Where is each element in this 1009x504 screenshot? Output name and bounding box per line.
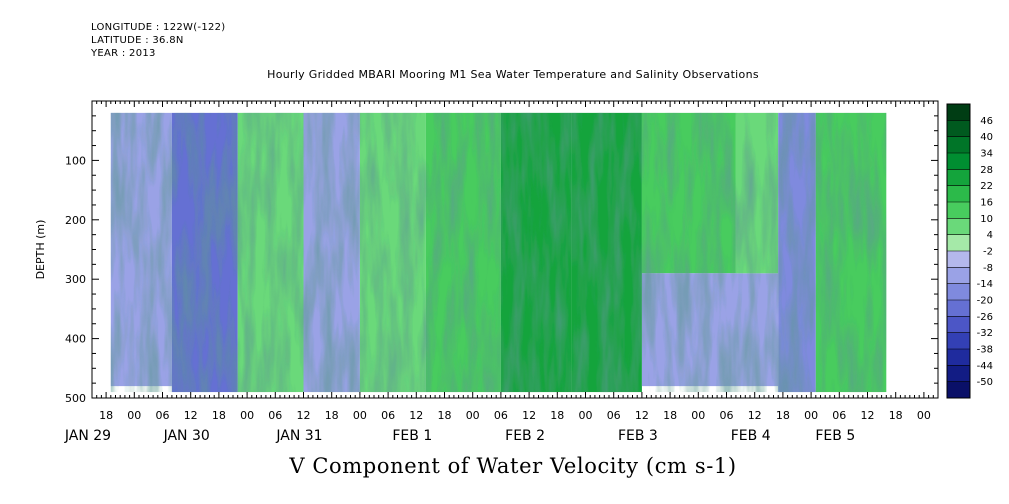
colorbar-swatch: [947, 381, 970, 399]
year-label: YEAR : 2013: [91, 48, 156, 59]
colorbar-label: -20: [977, 296, 993, 307]
x-hour-label: 18: [325, 409, 339, 422]
colorbar-swatch: [947, 349, 970, 366]
colorbar-swatch: [947, 202, 970, 219]
colorbar-label: -14: [977, 279, 993, 290]
x-axis-title: V Component of Water Velocity (cm s-1): [289, 454, 737, 478]
x-hour-label: 06: [381, 409, 395, 422]
x-date-label: JAN 31: [275, 428, 322, 444]
x-date-label: FEB 3: [618, 428, 658, 444]
colorbar-label: -26: [977, 312, 993, 323]
colorbar-label: 34: [980, 149, 993, 160]
x-hour-label: 00: [127, 409, 141, 422]
colorbar-label: -44: [977, 361, 993, 372]
colorbar-label: 10: [980, 214, 993, 225]
x-hour-label: 00: [466, 409, 480, 422]
colorbar-swatch: [947, 365, 970, 383]
x-hour-label: 06: [494, 409, 508, 422]
x-hour-label: 06: [268, 409, 282, 422]
colorbar-label: -2: [983, 247, 993, 258]
colorbar-label: 4: [987, 230, 993, 241]
x-hour-label: 12: [635, 409, 649, 422]
x-hour-label: 12: [297, 409, 311, 422]
x-hour-label: 18: [889, 409, 903, 422]
colorbar-swatch: [947, 185, 970, 203]
colorbar-swatch: [947, 251, 970, 268]
x-date-label: FEB 5: [815, 428, 855, 444]
x-hour-label: 18: [438, 409, 452, 422]
x-hour-label: 12: [861, 409, 875, 422]
chart-title: Hourly Gridded MBARI Mooring M1 Sea Wate…: [267, 68, 759, 81]
colorbar-swatch: [947, 234, 970, 252]
x-hour-label: 18: [776, 409, 790, 422]
colorbar-label: -50: [977, 377, 993, 388]
texture-blue: [110, 112, 887, 393]
x-hour-label: 06: [832, 409, 846, 422]
colorbar-label: 28: [980, 165, 993, 176]
x-hour-label: 12: [409, 409, 423, 422]
x-date-label: JAN 29: [64, 428, 111, 444]
x-hour-label: 00: [240, 409, 254, 422]
y-tick-label: 500: [65, 392, 86, 405]
colorbar-label: -32: [977, 328, 993, 339]
x-hour-label: 12: [522, 409, 536, 422]
colorbar-swatch: [947, 332, 970, 350]
x-hour-label: 00: [579, 409, 593, 422]
x-date-label: JAN 30: [163, 428, 210, 444]
x-hour-label: 18: [99, 409, 113, 422]
heatmap-field: [110, 112, 887, 393]
x-hour-label: 18: [212, 409, 226, 422]
y-tick-label: 200: [65, 214, 86, 227]
x-date-label: FEB 2: [505, 428, 545, 444]
x-hour-label: 06: [156, 409, 170, 422]
x-hour-label: 00: [917, 409, 931, 422]
colorbar-label: -8: [983, 263, 993, 274]
colorbar-label: 40: [980, 132, 993, 143]
y-axis-title: DEPTH (m): [34, 220, 47, 280]
longitude-label: LONGITUDE : 122W(-122): [91, 22, 226, 33]
colorbar-swatch: [947, 136, 970, 154]
latitude-label: LATITUDE : 36.8N: [91, 35, 184, 46]
colorbar-swatch: [947, 218, 970, 236]
x-hour-label: 00: [804, 409, 818, 422]
x-date-label: FEB 1: [392, 428, 432, 444]
y-tick-label: 400: [65, 333, 86, 346]
x-hour-label: 12: [184, 409, 198, 422]
colorbar-swatch: [947, 153, 970, 170]
y-tick-label: 300: [65, 273, 86, 286]
x-hour-label: 12: [748, 409, 762, 422]
heatmap-texture-2: [110, 112, 887, 393]
x-hour-label: 18: [663, 409, 677, 422]
x-date-label: FEB 4: [731, 428, 771, 444]
colorbar-swatch: [947, 120, 970, 138]
colorbar-label: -38: [977, 345, 993, 356]
colorbar-label: 46: [980, 116, 993, 127]
colorbar-swatch: [947, 283, 970, 301]
colorbar-label: 22: [980, 181, 993, 192]
x-hour-label: 18: [550, 409, 564, 422]
x-hour-label: 00: [353, 409, 367, 422]
axes: 18 00 06 12 18 00 06 12 18 00 06 12 18 00 06 12 18 00 06 12…: [34, 100, 939, 444]
y-tick-label: 100: [65, 154, 86, 167]
colorbar-swatch: [947, 104, 970, 121]
x-hour-label: 06: [607, 409, 621, 422]
x-hour-label: 00: [691, 409, 705, 422]
x-hour-label: 06: [720, 409, 734, 422]
colorbar-swatch: [947, 267, 970, 285]
colorbar-swatch: [947, 300, 970, 317]
colorbar: 46 40 34 28 22 16 10 4 -2 -8 -14 -20 -26 -32 -38 -44 -50: [946, 103, 993, 399]
colorbar-label: 16: [980, 198, 993, 209]
colorbar-swatch: [947, 316, 970, 334]
colorbar-swatch: [947, 169, 970, 187]
